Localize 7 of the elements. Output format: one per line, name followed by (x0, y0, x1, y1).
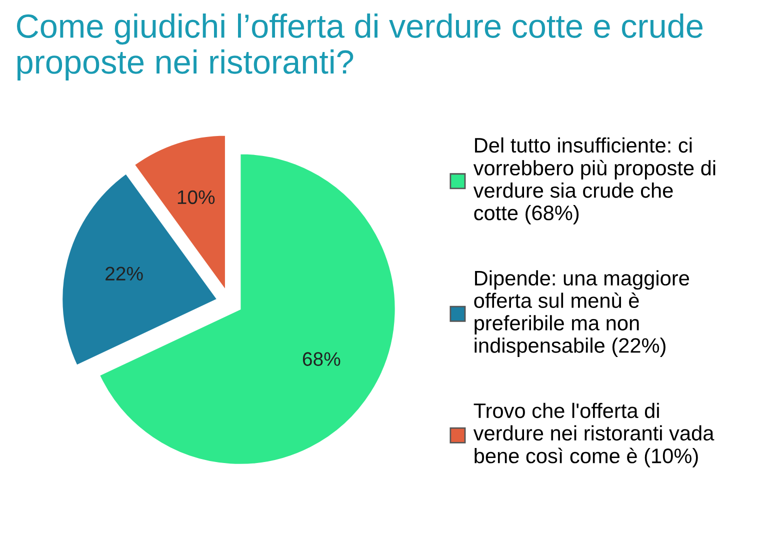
legend-label: Dipende: una maggiore offerta sul menù è preferibile ma non indispensabile (22%) (474, 270, 689, 357)
legend-label: Trovo che l'offerta di verdure nei ristoranti vada bene così come è (10%) (473, 402, 714, 468)
data-label: 22% (106, 266, 143, 280)
data-label: 10% (178, 190, 215, 204)
legend-label: Del tutto insufficiente: ci vorrebbero più proposte di verdure sia crude che cotte (68%) (473, 137, 716, 224)
chart-title: Come giudichi l’offerta di verdure cotte e crude proposte nei ristoranti? (16, 14, 702, 80)
data-label: 68% (302, 352, 340, 366)
